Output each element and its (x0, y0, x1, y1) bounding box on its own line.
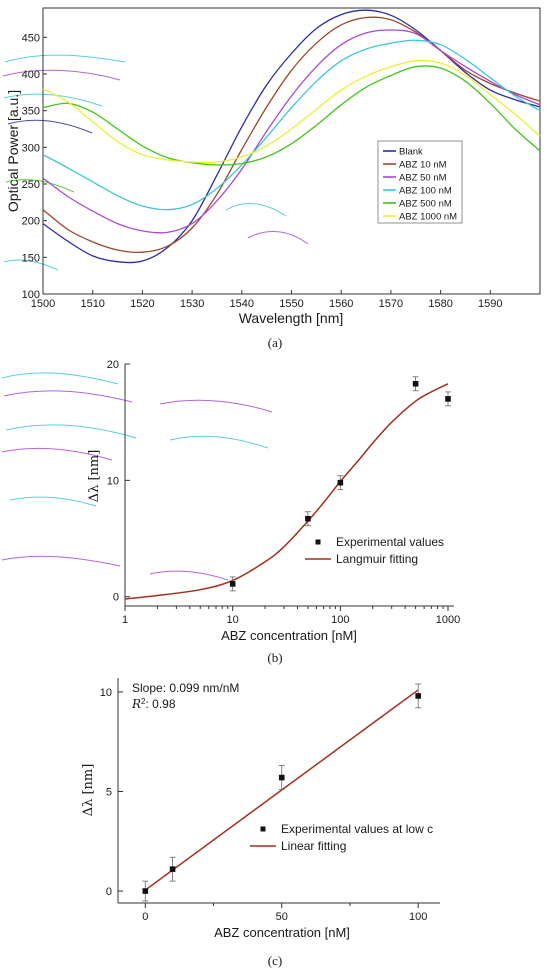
panel-c-x-tick-label: 100 (409, 911, 427, 923)
panel-a-series-line-abz-10-nm (42, 16, 541, 253)
panel-c-legend-label-fit: Linear fitting (281, 839, 346, 853)
panel-a-x-axis-label: Wavelength [nm] (239, 310, 344, 326)
panel-a-y-axis-label: Optical Power [a.u.] (5, 90, 21, 212)
panel-a-legend-label-abz-50-nm: ABZ 50 nM (399, 173, 447, 184)
panel-a-legend: Blank ABZ 10 nM ABZ 50 nM ABZ 100 nM ABZ 500… (377, 140, 463, 224)
panel-a-y-tick-label: 250 (22, 179, 40, 191)
panel-b-data-point (229, 581, 236, 587)
panel-a-scribbles (2, 54, 309, 271)
panel-a-series-line-abz-50-nm (42, 29, 541, 234)
panel-c-data-point (415, 693, 421, 699)
panel-b-caption: (b) (267, 650, 282, 665)
panel-c-data-point (142, 888, 149, 894)
panel-a-legend-label-abz-10-nm: ABZ 10 nM (399, 160, 447, 171)
panel-c-x-tick-label: 50 (276, 911, 288, 923)
panel-c-series (142, 683, 422, 902)
panel-a-x-tick-label: 1530 (180, 298, 204, 310)
panel-a-legend-box (377, 140, 463, 224)
panel-c-data-point (278, 774, 285, 781)
panel-a-caption: (a) (268, 335, 282, 350)
panel-a-x-tick-label: 1580 (428, 298, 452, 310)
panel-b-y-axis: 0 10 20 (107, 359, 130, 604)
panel-b-data-point (412, 380, 419, 387)
panel-a-x-tick-label: 1590 (478, 298, 502, 310)
panel-a-series-line-blank (42, 9, 541, 264)
panel-b-x-tick-label: 1000 (436, 614, 460, 626)
panel-b-data-point (305, 515, 311, 522)
panel-b-scribbles (1, 372, 273, 581)
panel-a-series-line-abz-500-nm (42, 65, 541, 166)
panel-c-y-axis: 0 5 10 (100, 687, 123, 898)
panel-a-x-tick-label: 1550 (279, 298, 303, 310)
panel-a-y-tick-label: 350 (22, 106, 40, 118)
panel-a-y-tick-label: 400 (22, 69, 40, 81)
panel-a-legend-label-abz-100-nm: ABZ 100 nM (399, 186, 452, 197)
panel-c-legend-marker (260, 826, 266, 832)
panel-a-x-tick-label: 1520 (130, 298, 154, 310)
panel-a-plot-frame (42, 7, 541, 295)
panel-c-y-tick-label: 0 (106, 886, 112, 898)
panel-a-x-tick-label: 1510 (80, 298, 104, 310)
panel-c-x-tick-label: 0 (142, 911, 148, 923)
panel-a-y-tick-label: 450 (22, 32, 40, 44)
panel-a-x-axis: 1500 1510 1520 1530 1540 1550 1560 1570 1580 1590 (31, 290, 503, 310)
panel-c-fit-line (144, 689, 419, 891)
panel-a-x-tick-label: 1500 (31, 298, 55, 310)
panel-b-x-axis: 1 10 100 1000 (122, 606, 460, 626)
panel-a-y-tick-label: 200 (22, 216, 40, 228)
panel-b-legend: Experimental values Langmuir fitting (305, 535, 444, 566)
panel-c-x-axis-label: ABZ concentration [nM] (214, 925, 350, 940)
panel-c-r2-value: : 0.98 (146, 697, 176, 711)
panel-b-fit-line (124, 383, 449, 600)
panel-a-y-tick-label: 300 (22, 142, 40, 154)
panel-b-x-tick-label: 100 (331, 614, 349, 626)
panel-c-caption: (c) (268, 953, 282, 968)
panel-b-y-axis-label: Δλ [nm] (87, 450, 102, 503)
panel-b-x-tick-label: 1 (122, 614, 128, 626)
panel-c-y-tick-label: 10 (100, 687, 112, 699)
panel-c-legend-label-experimental: Experimental values at low c (281, 822, 433, 836)
panel-b-y-tick-label: 20 (107, 359, 119, 371)
panel-a-series (42, 9, 541, 264)
panel-b-x-tick-label: 10 (227, 614, 239, 626)
panel-a-x-tick-label: 1570 (379, 298, 403, 310)
panel-c-slope-annotation: Slope: 0.099 nm/nM (132, 681, 239, 695)
panel-b-series (124, 376, 451, 600)
panel-b-legend-label-experimental: Experimental values (336, 535, 444, 549)
panel-a-y-axis: 100 150 200 250 300 350 400 450 (22, 32, 47, 301)
panel-c-legend: Experimental values at low c Linear fitti… (250, 822, 433, 853)
panel-c-y-axis-label: Δλ [nm] (81, 764, 96, 817)
panel-a-series-line-abz-100-nm (42, 39, 541, 211)
panel-c-r2-annotation: R2: 0.98 (131, 697, 176, 712)
panel-b-data-point (337, 479, 344, 486)
panel-a-legend-label-blank: Blank (399, 147, 423, 158)
panel-a: 100 150 200 250 300 350 400 450 1500 1510 1520 153… (2, 7, 541, 350)
panel-b-legend-label-fit: Langmuir fitting (336, 552, 418, 566)
panel-b-y-tick-label: 10 (107, 475, 119, 487)
panel-b-data-point (445, 396, 451, 402)
panel-a-legend-label-abz-500-nm: ABZ 500 nM (399, 199, 452, 210)
panel-a-series-line-abz-1000-nm (42, 59, 541, 164)
panel-a-x-tick-label: 1560 (329, 298, 353, 310)
panel-c-y-tick-label: 5 (106, 786, 112, 798)
panel-a-x-tick-label: 1540 (230, 298, 254, 310)
panel-b-x-axis-label: ABZ concentration [nM] (221, 628, 357, 643)
panel-a-y-tick-label: 100 (22, 289, 40, 301)
panel-b-y-tick-label: 0 (113, 592, 119, 604)
panel-c-data-point (169, 866, 176, 872)
panel-c-x-axis: 0 50 100 (142, 903, 427, 923)
panel-a-legend-label-abz-1000-nm: ABZ 1000 nM (399, 212, 457, 223)
panel-b-legend-marker (315, 539, 321, 545)
panel-a-y-tick-label: 150 (22, 252, 40, 264)
